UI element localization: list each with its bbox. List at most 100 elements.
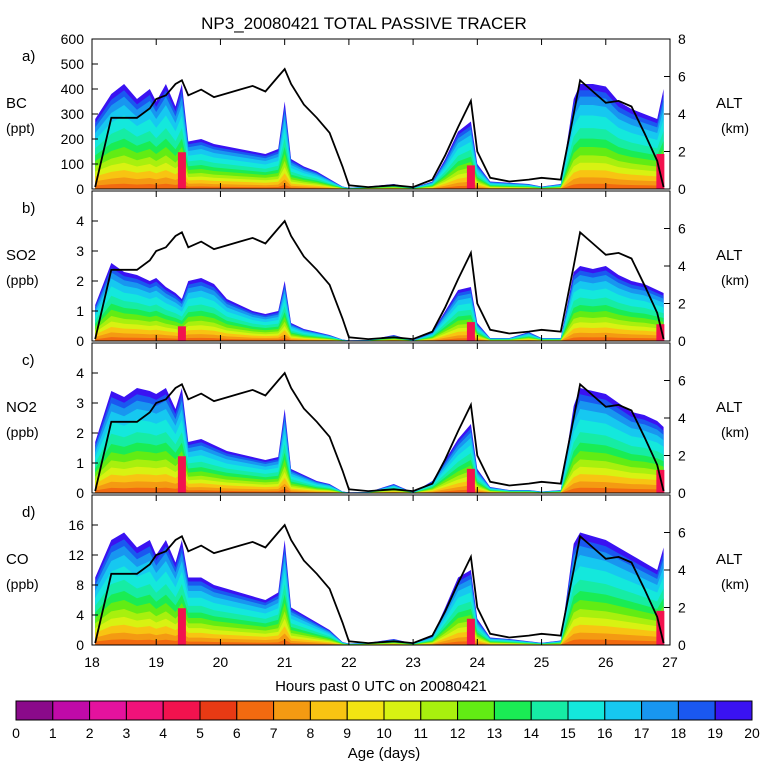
- y-tick-label: 0: [76, 333, 84, 349]
- alt-unit-label: (km): [721, 120, 749, 136]
- fresh-tracer-mark: [466, 322, 475, 341]
- y-tick-label: 4: [76, 365, 84, 381]
- alt-axis-label: ALT: [716, 95, 742, 112]
- y-tick-label: 400: [61, 81, 85, 97]
- y-tick-label: 4: [76, 607, 84, 623]
- colorbar-cell: [15, 700, 54, 721]
- y-tick-label: 0: [76, 181, 84, 197]
- altitude-line: [94, 371, 665, 493]
- y-tick-label: 0: [76, 637, 84, 653]
- x-tick-label: 23: [405, 654, 421, 670]
- y-tick-label: 100: [61, 156, 85, 172]
- altitude-line: [94, 523, 665, 645]
- colorbar-cell: [677, 700, 716, 721]
- colorbar-tick-label: 19: [707, 725, 723, 741]
- colorbar: 0 1 2 3 4 5 6 7 8 9 10 11 12 13 14 15 16 17 18 19 20: [12, 700, 760, 741]
- alt-tick-label: 2: [678, 296, 686, 312]
- colorbar-cell: [420, 700, 459, 721]
- x-tick-label: 21: [277, 654, 293, 670]
- colorbar-tick-label: 15: [560, 725, 576, 741]
- y-tick-label: 3: [76, 395, 84, 411]
- alt-tick-label: 0: [678, 637, 686, 653]
- y-tick-label: 2: [76, 273, 84, 289]
- colorbar-tick-label: 10: [376, 725, 392, 741]
- age-band-12-area: [95, 487, 664, 493]
- y-tick-label: 200: [61, 131, 85, 147]
- colorbar-label: Age (days): [348, 745, 421, 762]
- colorbar-cell: [199, 700, 238, 721]
- colorbar-tick-label: 20: [744, 725, 760, 741]
- panel-letter: b): [22, 200, 35, 217]
- alt-tick-label: 4: [678, 106, 686, 122]
- x-tick-label: 22: [341, 654, 357, 670]
- colorbar-cell: [346, 700, 385, 721]
- alt-tick-label: 6: [678, 525, 686, 541]
- alt-tick-label: 4: [678, 258, 686, 274]
- age-band-11-area: [95, 481, 664, 493]
- y-tick-label: 16: [68, 517, 84, 533]
- colorbar-cell: [273, 700, 311, 721]
- y-tick-label: 1: [76, 455, 84, 471]
- age-band-10-area: [95, 170, 664, 189]
- alt-tick-label: 0: [678, 333, 686, 349]
- colorbar-cell: [309, 700, 348, 721]
- fresh-tracer-mark: [177, 152, 186, 189]
- fresh-tracer-mark: [656, 324, 665, 341]
- x-axis-label: Hours past 0 UTC on 20080421: [275, 678, 487, 695]
- y-tick-label: 600: [61, 31, 85, 47]
- y-tick-label: 12: [68, 547, 84, 563]
- x-tick-label: 24: [470, 654, 486, 670]
- fresh-tracer-mark: [466, 618, 475, 645]
- colorbar-cell: [493, 700, 532, 721]
- alt-unit-label: (km): [721, 576, 749, 592]
- colorbar-tick-label: 13: [487, 725, 503, 741]
- age-band-12-area: [95, 639, 664, 645]
- age-band-12-area: [95, 337, 664, 341]
- colorbar-tick-label: 0: [12, 725, 20, 741]
- panel-letter: d): [22, 504, 35, 521]
- fresh-tracer-mark: [466, 165, 475, 189]
- colorbar-tick-label: 4: [159, 725, 167, 741]
- colorbar-cell: [457, 700, 495, 721]
- panel-so2: 0 1 2 3 4 0 2 4 6 b) SO2 (ppb) ALT (km): [6, 190, 749, 349]
- colorbar-tick-label: 6: [233, 725, 241, 741]
- colorbar-tick-label: 1: [49, 725, 57, 741]
- colorbar-tick-label: 2: [86, 725, 94, 741]
- age-band-10-area: [95, 474, 664, 493]
- panel-bc: 0 100 200 300 400 500 600 0 2 4 6 8 a) BC (ppt) ALT (km): [6, 31, 749, 197]
- alt-tick-label: 2: [678, 600, 686, 616]
- colorbar-cell: [714, 700, 753, 721]
- alt-unit-label: (km): [721, 272, 749, 288]
- panel-no2: 0 1 2 3 4 0 2 4 6 c) NO2 (ppb) ALT (km): [6, 342, 749, 501]
- alt-tick-label: 6: [678, 221, 686, 237]
- fresh-tracer-mark: [177, 608, 186, 645]
- panel-co: 0 4 8 12 16 0 2 4 6 d) CO (ppb) ALT (km): [6, 494, 749, 653]
- alt-tick-label: 4: [678, 562, 686, 578]
- x-tick-label: 27: [662, 654, 678, 670]
- unit-label: (ppt): [6, 120, 35, 136]
- alt-tick-label: 6: [678, 373, 686, 389]
- alt-tick-label: 4: [678, 410, 686, 426]
- colorbar-tick-label: 12: [450, 725, 466, 741]
- colorbar-tick-label: 16: [597, 725, 613, 741]
- altitude-line: [94, 219, 665, 341]
- fresh-tracer-mark: [466, 468, 475, 493]
- alt-tick-label: 0: [678, 181, 686, 197]
- x-tick-label: 26: [598, 654, 614, 670]
- y-tick-label: 0: [76, 485, 84, 501]
- colorbar-tick-label: 18: [671, 725, 687, 741]
- colorbar-tick-label: 7: [270, 725, 278, 741]
- colorbar-cell: [162, 700, 201, 721]
- y-tick-label: 4: [76, 213, 84, 229]
- chart-title: NP3_20080421 TOTAL PASSIVE TRACER: [201, 14, 527, 33]
- colorbar-cell: [89, 700, 127, 721]
- colorbar-cell: [236, 700, 275, 721]
- alt-axis-label: ALT: [716, 551, 742, 568]
- altitude-line: [94, 67, 665, 189]
- colorbar-cell: [383, 700, 422, 721]
- alt-tick-label: 2: [678, 144, 686, 160]
- y-tick-label: 8: [76, 577, 84, 593]
- x-tick-label: 19: [148, 654, 164, 670]
- alt-tick-label: 2: [678, 448, 686, 464]
- colorbar-tick-label: 5: [196, 725, 204, 741]
